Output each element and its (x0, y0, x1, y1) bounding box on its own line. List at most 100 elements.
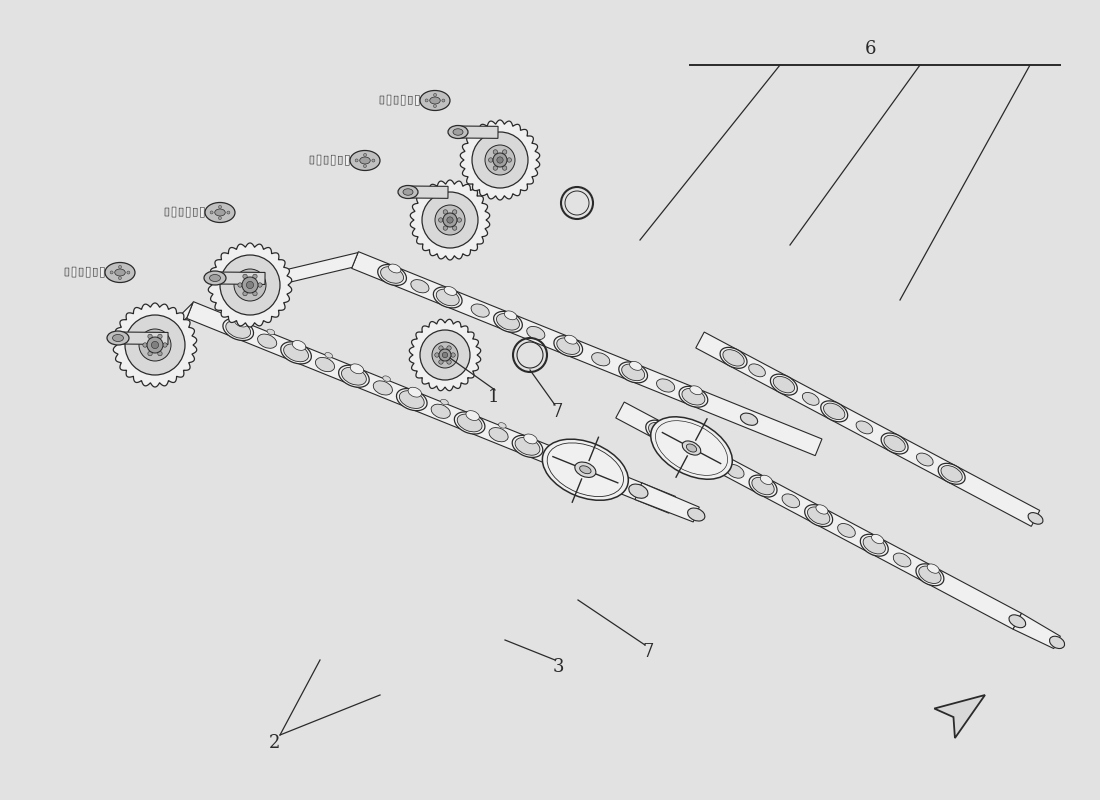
Ellipse shape (821, 401, 848, 422)
Ellipse shape (557, 338, 580, 354)
Ellipse shape (527, 326, 544, 340)
Ellipse shape (1009, 615, 1025, 628)
Circle shape (425, 99, 428, 102)
Polygon shape (165, 208, 169, 216)
Ellipse shape (399, 390, 425, 409)
Circle shape (472, 132, 528, 188)
Ellipse shape (490, 427, 508, 442)
Circle shape (219, 206, 221, 208)
Polygon shape (635, 483, 700, 522)
Ellipse shape (701, 450, 723, 467)
Polygon shape (934, 695, 984, 738)
Ellipse shape (471, 304, 490, 317)
Ellipse shape (341, 367, 366, 385)
Ellipse shape (267, 329, 275, 334)
Circle shape (238, 282, 242, 287)
Ellipse shape (316, 358, 334, 372)
Circle shape (439, 360, 443, 364)
Ellipse shape (515, 438, 540, 455)
Ellipse shape (324, 353, 332, 358)
Polygon shape (402, 95, 405, 106)
Ellipse shape (770, 374, 798, 395)
Ellipse shape (657, 420, 669, 430)
Ellipse shape (927, 564, 939, 574)
Circle shape (488, 158, 493, 162)
Text: 1: 1 (487, 388, 498, 406)
Ellipse shape (708, 448, 720, 457)
Circle shape (497, 157, 503, 163)
Ellipse shape (824, 403, 845, 419)
Ellipse shape (107, 331, 129, 345)
Circle shape (443, 213, 456, 227)
Ellipse shape (453, 129, 463, 135)
Circle shape (452, 226, 456, 230)
Polygon shape (172, 207, 176, 217)
Polygon shape (214, 272, 265, 285)
Circle shape (110, 271, 113, 274)
Ellipse shape (864, 537, 886, 554)
Text: 2: 2 (270, 734, 280, 752)
Circle shape (246, 282, 254, 289)
Ellipse shape (629, 362, 642, 370)
Circle shape (433, 105, 437, 107)
Polygon shape (113, 303, 197, 387)
Ellipse shape (726, 464, 744, 478)
Ellipse shape (916, 564, 944, 586)
Circle shape (447, 346, 451, 350)
Text: 7: 7 (551, 403, 563, 421)
Circle shape (119, 266, 122, 268)
Circle shape (439, 349, 451, 361)
Ellipse shape (1028, 513, 1043, 524)
Ellipse shape (396, 389, 427, 410)
Polygon shape (345, 155, 349, 166)
Polygon shape (338, 156, 342, 164)
Polygon shape (94, 268, 97, 276)
Ellipse shape (204, 271, 226, 285)
Circle shape (493, 166, 497, 170)
Circle shape (147, 337, 163, 353)
Circle shape (119, 277, 121, 279)
Polygon shape (408, 96, 412, 104)
Ellipse shape (360, 157, 371, 164)
Polygon shape (187, 302, 675, 513)
Circle shape (234, 269, 266, 301)
Circle shape (152, 342, 158, 349)
Circle shape (219, 217, 221, 219)
Ellipse shape (205, 202, 235, 222)
Polygon shape (208, 208, 211, 217)
Circle shape (242, 277, 258, 293)
Polygon shape (379, 96, 384, 104)
Text: 6: 6 (865, 40, 876, 58)
Polygon shape (208, 243, 292, 327)
Ellipse shape (893, 553, 911, 567)
Ellipse shape (505, 311, 517, 320)
Circle shape (243, 274, 248, 278)
Polygon shape (65, 268, 69, 276)
Ellipse shape (740, 413, 758, 426)
Polygon shape (108, 268, 111, 277)
Ellipse shape (280, 342, 311, 364)
Polygon shape (194, 208, 197, 216)
Ellipse shape (431, 404, 450, 418)
Polygon shape (352, 156, 356, 165)
Polygon shape (410, 180, 490, 260)
Ellipse shape (339, 365, 370, 387)
Polygon shape (248, 253, 358, 293)
Ellipse shape (816, 505, 828, 514)
Circle shape (493, 153, 507, 167)
Ellipse shape (856, 421, 872, 434)
Ellipse shape (807, 507, 829, 524)
Ellipse shape (433, 287, 462, 308)
Ellipse shape (381, 266, 404, 283)
Ellipse shape (377, 265, 406, 286)
Polygon shape (72, 267, 76, 277)
Circle shape (503, 150, 507, 154)
Ellipse shape (104, 262, 135, 282)
Polygon shape (1013, 614, 1060, 649)
Ellipse shape (234, 317, 248, 327)
Ellipse shape (938, 463, 965, 484)
Ellipse shape (437, 289, 459, 306)
Ellipse shape (646, 420, 673, 442)
Ellipse shape (293, 341, 306, 350)
Circle shape (507, 158, 512, 162)
